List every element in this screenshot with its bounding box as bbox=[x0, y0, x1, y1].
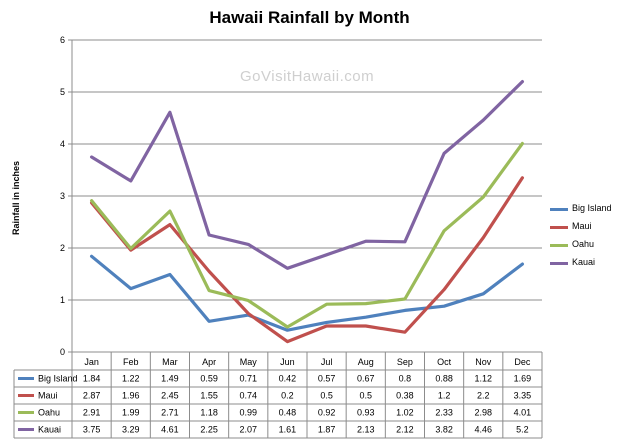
x-tick-label: Nov bbox=[475, 357, 492, 367]
table-cell: 0.88 bbox=[435, 374, 453, 384]
legend-swatch bbox=[550, 244, 568, 247]
x-tick-label: Sep bbox=[397, 357, 413, 367]
series-line bbox=[89, 79, 525, 270]
y-tick-label: 3 bbox=[60, 191, 65, 201]
table-cell: 1.69 bbox=[514, 374, 532, 384]
table-cell: 3.75 bbox=[83, 425, 101, 435]
series-line bbox=[89, 254, 525, 332]
table-cell: 1.2 bbox=[438, 391, 451, 401]
table-cell: 0.5 bbox=[320, 391, 333, 401]
legend-label: Kauai bbox=[572, 257, 596, 267]
x-tick-label: Dec bbox=[514, 357, 531, 367]
table-cell: 2.45 bbox=[161, 391, 179, 401]
table-cell: 2.87 bbox=[83, 391, 101, 401]
table-cell: 0.74 bbox=[239, 391, 257, 401]
table-cell: 0.59 bbox=[200, 374, 218, 384]
table-cell: 1.12 bbox=[474, 374, 492, 384]
table-cell: 2.98 bbox=[474, 408, 492, 418]
table-cell: 2.33 bbox=[435, 408, 453, 418]
table-cell: 1.18 bbox=[200, 408, 218, 418]
table-cell: 3.82 bbox=[435, 425, 453, 435]
legend-swatch bbox=[550, 226, 568, 229]
table-cell: 1.55 bbox=[200, 391, 218, 401]
y-tick-label: 5 bbox=[60, 87, 65, 97]
table-cell: 0.5 bbox=[359, 391, 372, 401]
chart-title: Hawaii Rainfall by Month bbox=[209, 8, 410, 27]
table-cell: 4.61 bbox=[161, 425, 179, 435]
y-tick-label: 2 bbox=[60, 243, 65, 253]
table-cell: 2.13 bbox=[357, 425, 375, 435]
table-row-label: Big Island bbox=[38, 374, 78, 384]
table-cell: 0.42 bbox=[279, 374, 297, 384]
table-cell: 5.2 bbox=[516, 425, 529, 435]
table-row-label: Oahu bbox=[38, 408, 60, 418]
x-tick-label: Feb bbox=[123, 357, 139, 367]
table-cell: 1.49 bbox=[161, 374, 179, 384]
table-cell: 0.99 bbox=[239, 408, 257, 418]
table-cell: 4.01 bbox=[514, 408, 532, 418]
table-cell: 2.07 bbox=[239, 425, 257, 435]
table-cell: 1.61 bbox=[279, 425, 297, 435]
table-cell: 1.99 bbox=[122, 408, 140, 418]
x-tick-label: Jan bbox=[84, 357, 99, 367]
table-cell: 1.84 bbox=[83, 374, 101, 384]
watermark: GoVisitHawaii.com bbox=[240, 68, 375, 85]
table-cell: 2.2 bbox=[477, 391, 490, 401]
x-tick-label: Mar bbox=[162, 357, 178, 367]
table-cell: 1.22 bbox=[122, 374, 140, 384]
legend-label: Maui bbox=[572, 221, 592, 231]
table-cell: 3.35 bbox=[514, 391, 532, 401]
table-cell: 0.38 bbox=[396, 391, 414, 401]
legend-label: Big Island bbox=[572, 203, 612, 213]
y-tick-label: 0 bbox=[60, 347, 65, 357]
table-cell: 0.71 bbox=[239, 374, 257, 384]
table-cell: 1.02 bbox=[396, 408, 414, 418]
x-tick-label: Jul bbox=[321, 357, 333, 367]
table-cell: 3.29 bbox=[122, 425, 140, 435]
y-tick-label: 4 bbox=[60, 139, 65, 149]
table-cell: 0.67 bbox=[357, 374, 375, 384]
series-line bbox=[89, 141, 525, 329]
legend-label: Oahu bbox=[572, 239, 595, 249]
table-cell: 2.71 bbox=[161, 408, 179, 418]
table-cell: 2.12 bbox=[396, 425, 414, 435]
legend-swatch bbox=[550, 208, 568, 211]
table-cell: 0.57 bbox=[318, 374, 336, 384]
table-cell: 4.46 bbox=[474, 425, 492, 435]
table-cell: 2.91 bbox=[83, 408, 101, 418]
table-cell: 0.93 bbox=[357, 408, 375, 418]
table-row-label: Maui bbox=[38, 391, 58, 401]
x-tick-label: Aug bbox=[358, 357, 374, 367]
x-tick-label: May bbox=[240, 357, 258, 367]
table-cell: 2.25 bbox=[200, 425, 218, 435]
x-tick-label: Oct bbox=[437, 357, 452, 367]
table-cell: 0.48 bbox=[279, 408, 297, 418]
table-cell: 1.96 bbox=[122, 391, 140, 401]
x-tick-label: Apr bbox=[202, 357, 216, 367]
table-cell: 0.92 bbox=[318, 408, 336, 418]
table-row-label: Kauai bbox=[38, 425, 61, 435]
y-tick-label: 1 bbox=[60, 295, 65, 305]
series-line bbox=[89, 176, 525, 344]
y-tick-label: 6 bbox=[60, 35, 65, 45]
x-tick-label: Jun bbox=[280, 357, 295, 367]
table-cell: 1.87 bbox=[318, 425, 336, 435]
table-cell: 0.2 bbox=[281, 391, 294, 401]
legend-swatch bbox=[550, 262, 568, 265]
table-cell: 0.8 bbox=[399, 374, 412, 384]
